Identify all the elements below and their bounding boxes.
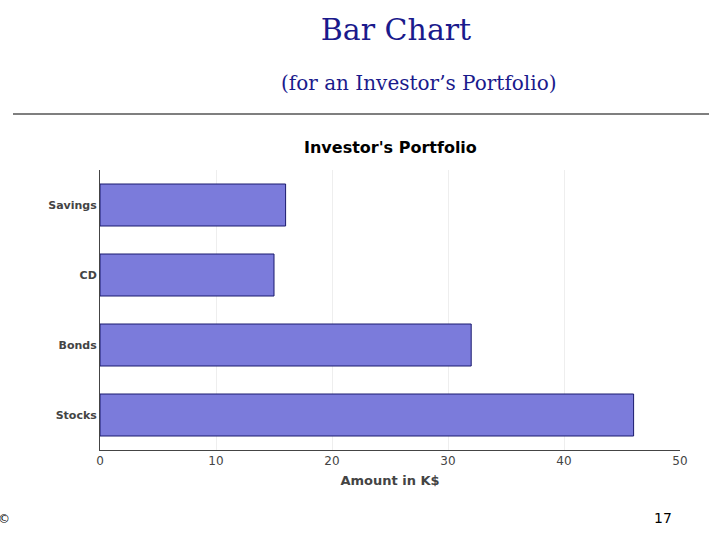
svg-text:Bonds: Bonds: [59, 339, 98, 352]
svg-text:50: 50: [672, 454, 687, 468]
svg-text:17: 17: [654, 510, 672, 526]
svg-text:Stocks: Stocks: [56, 409, 98, 422]
svg-text:CD: CD: [80, 269, 97, 282]
svg-text:40: 40: [556, 454, 571, 468]
svg-text:(for an Investor’s Portfolio): (for an Investor’s Portfolio): [281, 71, 557, 95]
svg-text:30: 30: [440, 454, 455, 468]
svg-text:10: 10: [208, 454, 223, 468]
svg-text:20: 20: [324, 454, 339, 468]
svg-text:Savings: Savings: [48, 199, 97, 212]
svg-text:0: 0: [96, 454, 104, 468]
svg-text:Bar Chart: Bar Chart: [321, 12, 471, 47]
svg-text:©: ©: [0, 512, 10, 526]
svg-text:Investor's Portfolio: Investor's Portfolio: [304, 138, 477, 157]
svg-text:Amount in K$: Amount in K$: [340, 473, 439, 488]
